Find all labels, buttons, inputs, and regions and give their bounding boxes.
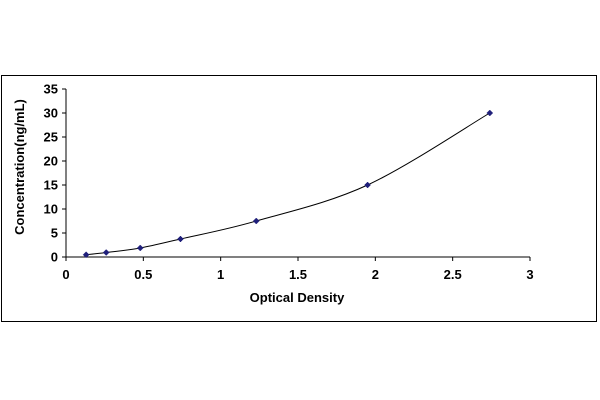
data-point <box>102 249 110 256</box>
y-tick-label: 15 <box>44 178 58 193</box>
x-tick-label: 2 <box>372 267 379 282</box>
y-tick-label: 25 <box>44 130 58 145</box>
axes <box>65 89 530 258</box>
y-tick-label: 10 <box>44 202 58 217</box>
fit-curve <box>86 112 491 256</box>
x-axis-title: Optical Density <box>250 290 345 305</box>
x-tick-label: 3 <box>526 267 533 282</box>
y-tick-label: 35 <box>44 82 58 97</box>
y-tick-label: 20 <box>44 154 58 169</box>
data-point <box>82 251 90 259</box>
data-point <box>177 235 184 243</box>
data-point <box>252 217 260 225</box>
y-tick-label: 0 <box>51 250 58 265</box>
data-point <box>486 109 494 117</box>
chart-frame <box>1 75 597 322</box>
data-point <box>136 244 144 252</box>
x-tick-label: 1 <box>217 267 224 282</box>
x-tick-label: 0 <box>62 267 69 282</box>
y-axis-title: Concentration(ng/mL) <box>12 99 27 235</box>
x-tick-label: 1.5 <box>289 267 307 282</box>
x-tick-label: 2.5 <box>444 267 462 282</box>
y-tick-label: 30 <box>44 106 58 121</box>
y-tick-label: 5 <box>51 226 58 241</box>
curve-layer <box>86 112 491 256</box>
data-point <box>364 181 371 189</box>
ticks: 0 5 10 15 20 25 30 35 0 0.5 1 1.5 2 2.5 3 <box>44 82 534 283</box>
data-points <box>82 109 494 259</box>
x-tick-label: 0.5 <box>134 267 152 282</box>
